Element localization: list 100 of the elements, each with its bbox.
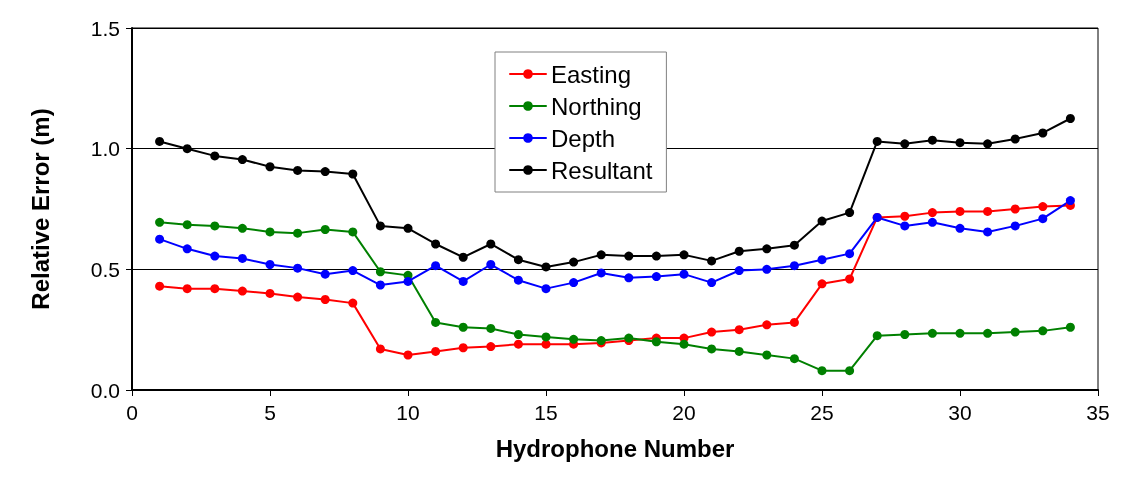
- point: [458, 276, 468, 286]
- point: [458, 343, 468, 353]
- point: [955, 328, 965, 338]
- point: [210, 221, 220, 231]
- point: [1038, 214, 1048, 224]
- point: [237, 253, 247, 263]
- point: [486, 260, 496, 269]
- point: [900, 330, 910, 339]
- point: [624, 251, 634, 261]
- point: [845, 208, 855, 218]
- point: [734, 346, 744, 356]
- point: [431, 239, 441, 249]
- point: [265, 162, 275, 172]
- point: [707, 256, 717, 266]
- y-tick-label: 1.0: [90, 137, 120, 161]
- point: [624, 273, 634, 283]
- point: [983, 328, 993, 338]
- point: [734, 266, 744, 276]
- point: [817, 279, 827, 289]
- point: [679, 250, 689, 260]
- point: [293, 165, 303, 175]
- point: [155, 234, 165, 244]
- point: [955, 138, 965, 148]
- point: [1065, 114, 1075, 123]
- point: [955, 223, 965, 233]
- point: [375, 221, 385, 231]
- point: [679, 339, 689, 349]
- point: [155, 281, 165, 291]
- point: [707, 278, 717, 288]
- legend-label: Easting: [551, 60, 632, 88]
- point: [210, 251, 220, 261]
- point: [1065, 322, 1075, 332]
- point: [927, 135, 937, 145]
- point: [734, 325, 744, 335]
- point: [1010, 204, 1020, 214]
- point: [403, 223, 413, 233]
- point: [900, 139, 910, 149]
- y-tick-label: 0.5: [90, 257, 120, 281]
- point: [927, 328, 937, 338]
- point: [983, 206, 993, 216]
- point: [513, 330, 523, 339]
- point: [293, 263, 303, 273]
- point: [651, 337, 661, 347]
- point: [1010, 221, 1020, 231]
- point: [513, 339, 523, 349]
- point: [789, 261, 799, 271]
- point: [403, 350, 413, 360]
- point: [734, 246, 744, 256]
- x-tick-label: 25: [810, 401, 834, 424]
- point: [182, 244, 192, 254]
- x-tick-label: 15: [534, 401, 558, 424]
- x-tick-label: 5: [264, 401, 276, 424]
- point: [983, 139, 993, 149]
- point: [569, 334, 579, 344]
- point: [375, 267, 385, 277]
- point: [348, 266, 358, 276]
- point: [513, 275, 523, 285]
- point: [320, 225, 330, 235]
- point: [762, 244, 772, 254]
- legend-label: Resultant: [551, 156, 653, 184]
- point: [845, 274, 855, 284]
- x-tick-label: 10: [396, 401, 420, 424]
- point: [651, 272, 661, 282]
- point: [707, 327, 717, 337]
- point: [845, 366, 855, 376]
- point: [541, 284, 551, 294]
- point: [541, 262, 551, 272]
- point: [458, 252, 468, 262]
- point: [431, 346, 441, 356]
- point: [293, 292, 303, 302]
- point: [872, 136, 882, 146]
- x-axis-title: Hydrophone Number: [495, 434, 735, 462]
- point: [320, 295, 330, 304]
- point: [900, 211, 910, 221]
- point: [182, 144, 192, 154]
- point: [320, 269, 330, 279]
- point: [431, 317, 441, 327]
- point: [817, 255, 827, 265]
- point: [679, 269, 689, 279]
- x-tick-label: 0: [126, 401, 138, 424]
- point: [651, 251, 661, 261]
- point: [789, 317, 799, 327]
- legend-label: Northing: [551, 92, 642, 120]
- point: [762, 264, 772, 274]
- point: [789, 354, 799, 364]
- legend-label: Depth: [551, 124, 616, 152]
- x-tick-label: 35: [1086, 401, 1110, 424]
- point: [1038, 128, 1048, 138]
- point: [265, 260, 275, 269]
- point: [210, 284, 220, 294]
- point: [927, 217, 937, 227]
- point: [182, 220, 192, 230]
- point: [817, 216, 827, 226]
- point: [513, 255, 523, 265]
- point: [182, 284, 192, 294]
- point: [762, 320, 772, 330]
- point: [845, 249, 855, 259]
- point: [403, 276, 413, 286]
- point: [983, 227, 993, 237]
- point: [596, 250, 606, 260]
